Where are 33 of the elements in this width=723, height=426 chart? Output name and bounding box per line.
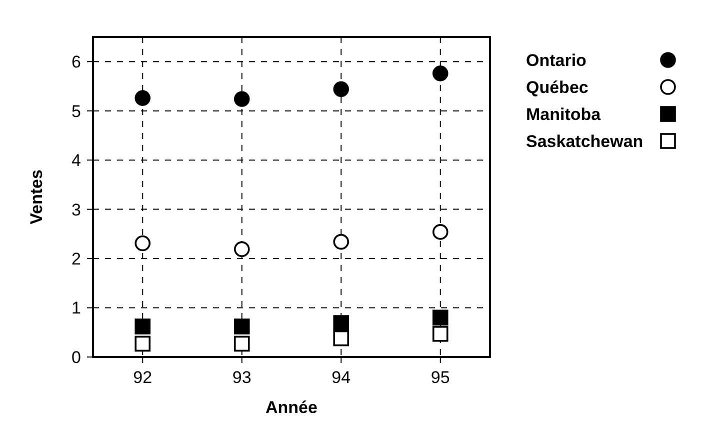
y-tick-label: 6 (72, 52, 81, 72)
point (134, 90, 151, 106)
y-tick-label: 1 (72, 298, 81, 318)
x-axis-title: Année (266, 398, 318, 417)
x-tick-label: 93 (232, 368, 252, 387)
point (134, 336, 151, 352)
point (333, 330, 350, 346)
x-tick-label: 94 (332, 368, 351, 387)
y-tick-label: 5 (72, 102, 81, 121)
point (134, 318, 151, 334)
x-tick-label: 95 (430, 368, 450, 387)
point (234, 318, 250, 334)
point (333, 234, 350, 250)
y-axis-title: Ventes (27, 170, 46, 224)
y-tick-label: 0 (72, 348, 81, 367)
point (432, 326, 448, 342)
text: Québec (526, 78, 588, 97)
legend-label: Saskatchewan (526, 132, 644, 151)
y-tick-label: 4 (72, 151, 81, 170)
point (432, 66, 448, 82)
point (234, 91, 250, 107)
point (234, 241, 250, 258)
point (333, 315, 350, 331)
text: Manitoba (526, 104, 602, 124)
point (432, 310, 448, 326)
point (134, 235, 151, 252)
point (333, 81, 350, 98)
y-tick-label: 2 (72, 249, 81, 268)
text: Ontario (526, 50, 586, 70)
point (432, 224, 448, 240)
y-tick-label: 3 (72, 200, 81, 220)
x-tick-label: 92 (133, 368, 152, 387)
point (234, 336, 250, 352)
